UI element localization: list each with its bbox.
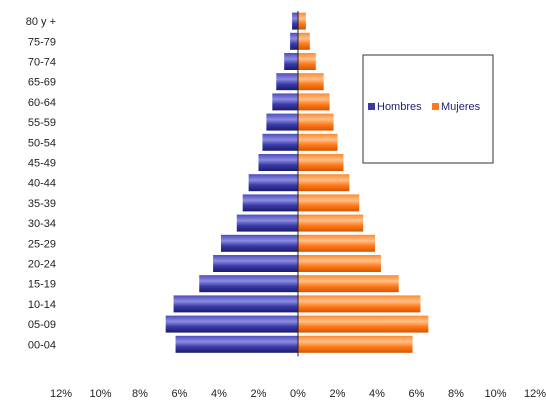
bar-mujeres-45-49 — [298, 154, 344, 171]
y-tick-label: 10-14 — [28, 299, 56, 311]
y-tick-label: 20-24 — [28, 259, 56, 271]
legend: Hombres Mujeres — [362, 54, 494, 164]
x-tick-label: 12% — [50, 388, 72, 400]
bar-hombres-25-29 — [220, 234, 298, 252]
y-tick-label: 05-09 — [28, 319, 56, 331]
y-tick-label: 40-44 — [28, 178, 56, 190]
bar-mujeres-80-y-+ — [298, 12, 306, 30]
y-tick-label: 35-39 — [28, 198, 56, 210]
bar-mujeres-75-79 — [298, 32, 310, 50]
y-tick-label: 50-54 — [28, 137, 56, 149]
y-tick-label: 65-69 — [28, 77, 56, 89]
bar-hombres-00-04 — [175, 335, 298, 353]
bar-hombres-75-79 — [290, 32, 298, 50]
y-tick-label: 60-64 — [28, 97, 56, 109]
y-tick-label: 55-59 — [28, 117, 56, 129]
bar-hombres-65-69 — [276, 73, 298, 91]
bar-hombres-20-24 — [213, 255, 298, 272]
legend-swatch-hombres — [368, 103, 375, 110]
legend-label-mujeres: Mujeres — [441, 101, 481, 113]
bar-hombres-10-14 — [173, 295, 298, 313]
bar-hombres-70-74 — [284, 53, 298, 70]
bar-mujeres-65-69 — [298, 73, 324, 91]
bar-mujeres-15-19 — [298, 275, 399, 293]
y-tick-label: 80 y + — [26, 16, 56, 28]
x-tick-label: 10% — [484, 388, 506, 400]
x-tick-label: 8% — [132, 388, 148, 400]
x-tick-label: 0% — [290, 388, 306, 400]
x-tick-label: 6% — [409, 388, 425, 400]
legend-swatch-mujeres — [432, 103, 439, 110]
bar-mujeres-10-14 — [298, 295, 421, 313]
bar-mujeres-55-59 — [298, 113, 334, 131]
bar-mujeres-35-39 — [298, 194, 360, 212]
bar-hombres-80-y-+ — [292, 12, 298, 30]
y-tick-label: 25-29 — [28, 238, 56, 250]
y-axis-labels: 00-04 05-09 10-14 15-19 20-24 25-29 30-34 35-39… — [26, 16, 56, 351]
x-tick-label: 12% — [524, 388, 546, 400]
x-tick-label: 6% — [172, 388, 188, 400]
bar-hombres-35-39 — [242, 194, 298, 212]
bar-hombres-15-19 — [199, 275, 298, 293]
legend-box — [362, 54, 494, 164]
y-tick-label: 75-79 — [28, 36, 56, 48]
bar-hombres-45-49 — [258, 154, 298, 171]
bar-mujeres-20-24 — [298, 255, 381, 272]
bar-mujeres-05-09 — [298, 315, 429, 333]
y-tick-label: 45-49 — [28, 158, 56, 170]
bar-mujeres-00-04 — [298, 335, 413, 353]
y-tick-label: 00-04 — [28, 339, 56, 351]
x-tick-label: 8% — [448, 388, 464, 400]
bars-layer — [165, 11, 429, 357]
bar-hombres-05-09 — [165, 315, 298, 333]
x-axis-labels: 12% 10% 8% 6% 4% 2% 0% 2% 4% 6% 8% 10% 12% — [50, 388, 546, 400]
bar-mujeres-50-54 — [298, 133, 338, 151]
bar-mujeres-40-44 — [298, 174, 350, 192]
bar-hombres-40-44 — [248, 174, 298, 192]
x-tick-label: 4% — [211, 388, 227, 400]
legend-label-hombres: Hombres — [377, 101, 422, 113]
bar-mujeres-60-64 — [298, 93, 330, 111]
bar-hombres-55-59 — [266, 113, 298, 131]
bar-hombres-30-34 — [236, 214, 298, 232]
x-tick-label: 2% — [330, 388, 346, 400]
bar-mujeres-30-34 — [298, 214, 364, 232]
bar-hombres-60-64 — [272, 93, 298, 111]
y-tick-label: 30-34 — [28, 218, 56, 230]
x-tick-label: 4% — [369, 388, 385, 400]
bar-mujeres-25-29 — [298, 234, 376, 252]
y-tick-label: 15-19 — [28, 279, 56, 291]
x-tick-label: 10% — [89, 388, 111, 400]
y-tick-label: 70-74 — [28, 57, 56, 69]
x-tick-label: 2% — [251, 388, 267, 400]
bar-hombres-50-54 — [262, 133, 298, 151]
bar-mujeres-70-74 — [298, 53, 316, 70]
